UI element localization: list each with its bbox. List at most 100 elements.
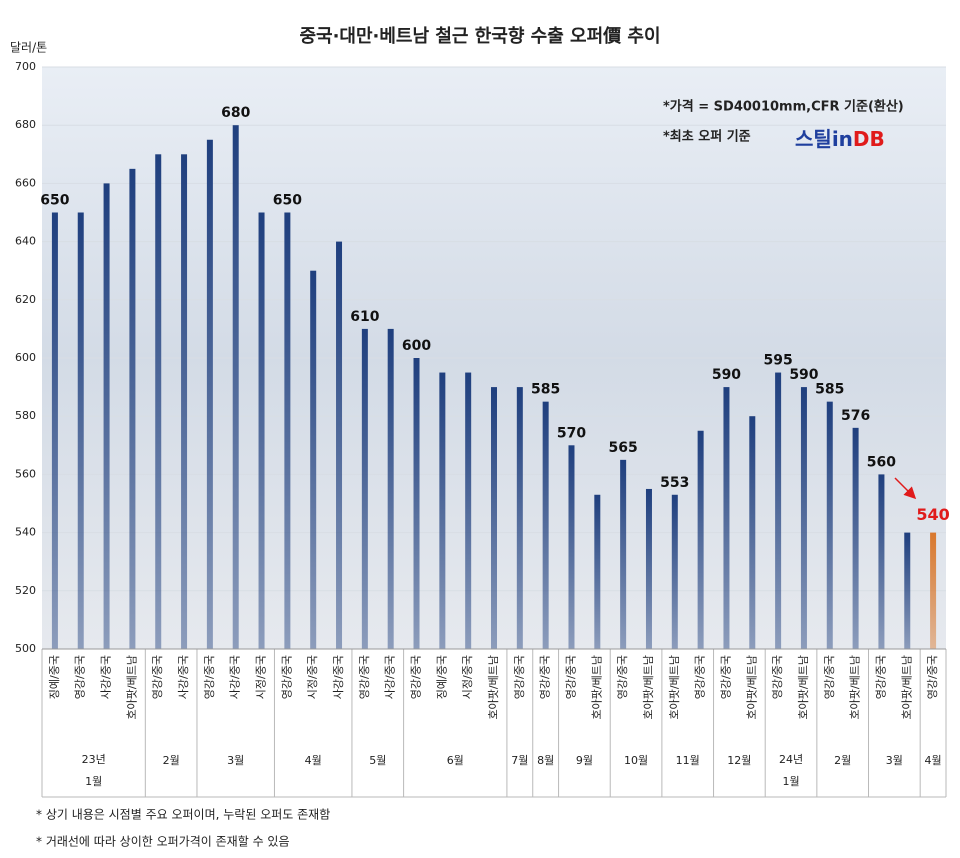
bar: [465, 372, 472, 649]
month-label: 9월: [576, 754, 593, 767]
year-label: 24년: [779, 753, 803, 766]
bar: [181, 154, 188, 650]
bar: [129, 168, 136, 649]
bar: [671, 494, 678, 649]
logo-main: 스틸: [795, 127, 832, 151]
month-label: 4월: [925, 754, 942, 767]
value-label: 553: [660, 475, 689, 491]
value-label: 650: [40, 193, 69, 209]
bar: [284, 212, 291, 649]
month-label: 1월: [782, 775, 799, 788]
month-label: 5월: [369, 754, 386, 767]
x-tick-label: 호아팟/베트남: [125, 655, 138, 719]
value-label: 565: [609, 440, 638, 456]
x-tick-label: 영강/중국: [823, 655, 836, 699]
y-tick-label: 580: [15, 409, 36, 422]
y-tick-label: 500: [15, 642, 36, 655]
x-tick-label: 영강/중국: [874, 655, 887, 699]
x-tick-label: 호아팟/베트남: [487, 655, 500, 719]
x-tick-label: 호아팟/베트남: [590, 655, 603, 719]
x-tick-label: 영강/중국: [74, 655, 87, 699]
x-tick-label: 호아팟/베트남: [900, 655, 913, 719]
year-label: 23년: [82, 753, 106, 766]
bar: [826, 401, 833, 649]
footnote: * 거래선에 따라 상이한 오퍼가격이 존재할 수 있음: [36, 835, 290, 849]
x-tick-label: 호아팟/베트남: [642, 655, 655, 719]
value-label: 576: [841, 408, 870, 424]
bar: [568, 445, 575, 649]
value-label: 610: [350, 309, 379, 325]
value-label: 595: [763, 353, 792, 369]
logo-mid: in: [832, 127, 853, 151]
value-label: 600: [402, 338, 431, 354]
x-tick-label: 호아팟/베트남: [668, 655, 681, 719]
value-label: 650: [273, 193, 302, 209]
y-tick-label: 520: [15, 584, 36, 597]
month-label: 2월: [834, 754, 851, 767]
bar: [800, 387, 807, 649]
x-tick-label: 시정/중국: [461, 655, 474, 699]
bar: [103, 183, 110, 649]
x-tick-label: 영강/중국: [564, 655, 577, 699]
month-label: 4월: [305, 754, 322, 767]
month-label: 3월: [886, 754, 903, 767]
x-tick-label: 영강/중국: [513, 655, 526, 699]
bar: [361, 328, 368, 649]
x-tick-label: 영강/중국: [539, 655, 552, 699]
bar: [51, 212, 58, 649]
y-tick-label: 660: [15, 176, 36, 189]
x-tick-label: 영강/중국: [616, 655, 629, 699]
bar: [516, 387, 523, 649]
y-tick-label: 640: [15, 235, 36, 248]
bar: [645, 488, 652, 649]
x-tick-label: 사강/중국: [177, 655, 190, 699]
value-label: 585: [531, 382, 560, 398]
bar: [77, 212, 84, 649]
x-tick-label: 영강/중국: [719, 655, 732, 699]
logo: 스틸inDB: [795, 127, 885, 151]
bar: [232, 125, 239, 649]
bar: [852, 427, 859, 649]
x-tick-label: 영강/중국: [280, 655, 293, 699]
x-tick-label: 영강/중국: [771, 655, 784, 699]
x-tick-label: 징예/중국: [48, 655, 61, 699]
logo-end: DB: [853, 127, 885, 151]
x-tick-label: 영강/중국: [151, 655, 164, 699]
y-tick-label: 680: [15, 118, 36, 131]
value-label: 560: [867, 454, 896, 470]
y-tick-label: 700: [15, 60, 36, 73]
bar: [594, 494, 601, 649]
annotation: *가격 = SD40010mm,CFR 기준(환산): [663, 99, 904, 115]
y-tick-label: 540: [15, 526, 36, 539]
x-tick-label: 호아팟/베트남: [797, 655, 810, 719]
bar: [878, 474, 885, 649]
month-label: 1월: [85, 775, 102, 788]
bar: [439, 372, 446, 649]
bar: [723, 387, 730, 649]
x-tick-label: 시정/중국: [255, 655, 268, 699]
y-axis-label: 달러/톤: [10, 41, 47, 55]
month-label: 2월: [163, 754, 180, 767]
x-tick-label: 영강/중국: [926, 655, 939, 699]
x-tick-label: 사강/중국: [229, 655, 242, 699]
month-label: 6월: [447, 754, 464, 767]
month-label: 11월: [676, 754, 700, 767]
x-tick-label: 사강/중국: [332, 655, 345, 699]
bar: [155, 154, 162, 650]
x-tick-label: 징예/중국: [435, 655, 448, 699]
bar: [258, 212, 265, 649]
bar: [387, 328, 394, 649]
bar: [930, 532, 937, 649]
bar: [413, 358, 420, 649]
value-label: 590: [712, 367, 741, 383]
month-label: 3월: [227, 754, 244, 767]
chart-title: 중국·대만·베트남 철근 한국향 수출 오퍼價 추이: [299, 25, 660, 47]
month-label: 10월: [624, 754, 648, 767]
x-tick-label: 영강/중국: [694, 655, 707, 699]
x-tick-label: 시정/중국: [306, 655, 319, 699]
value-label: 585: [815, 382, 844, 398]
bar: [904, 532, 911, 649]
bar: [775, 372, 782, 649]
bar: [336, 241, 343, 649]
value-label: 570: [557, 425, 586, 441]
